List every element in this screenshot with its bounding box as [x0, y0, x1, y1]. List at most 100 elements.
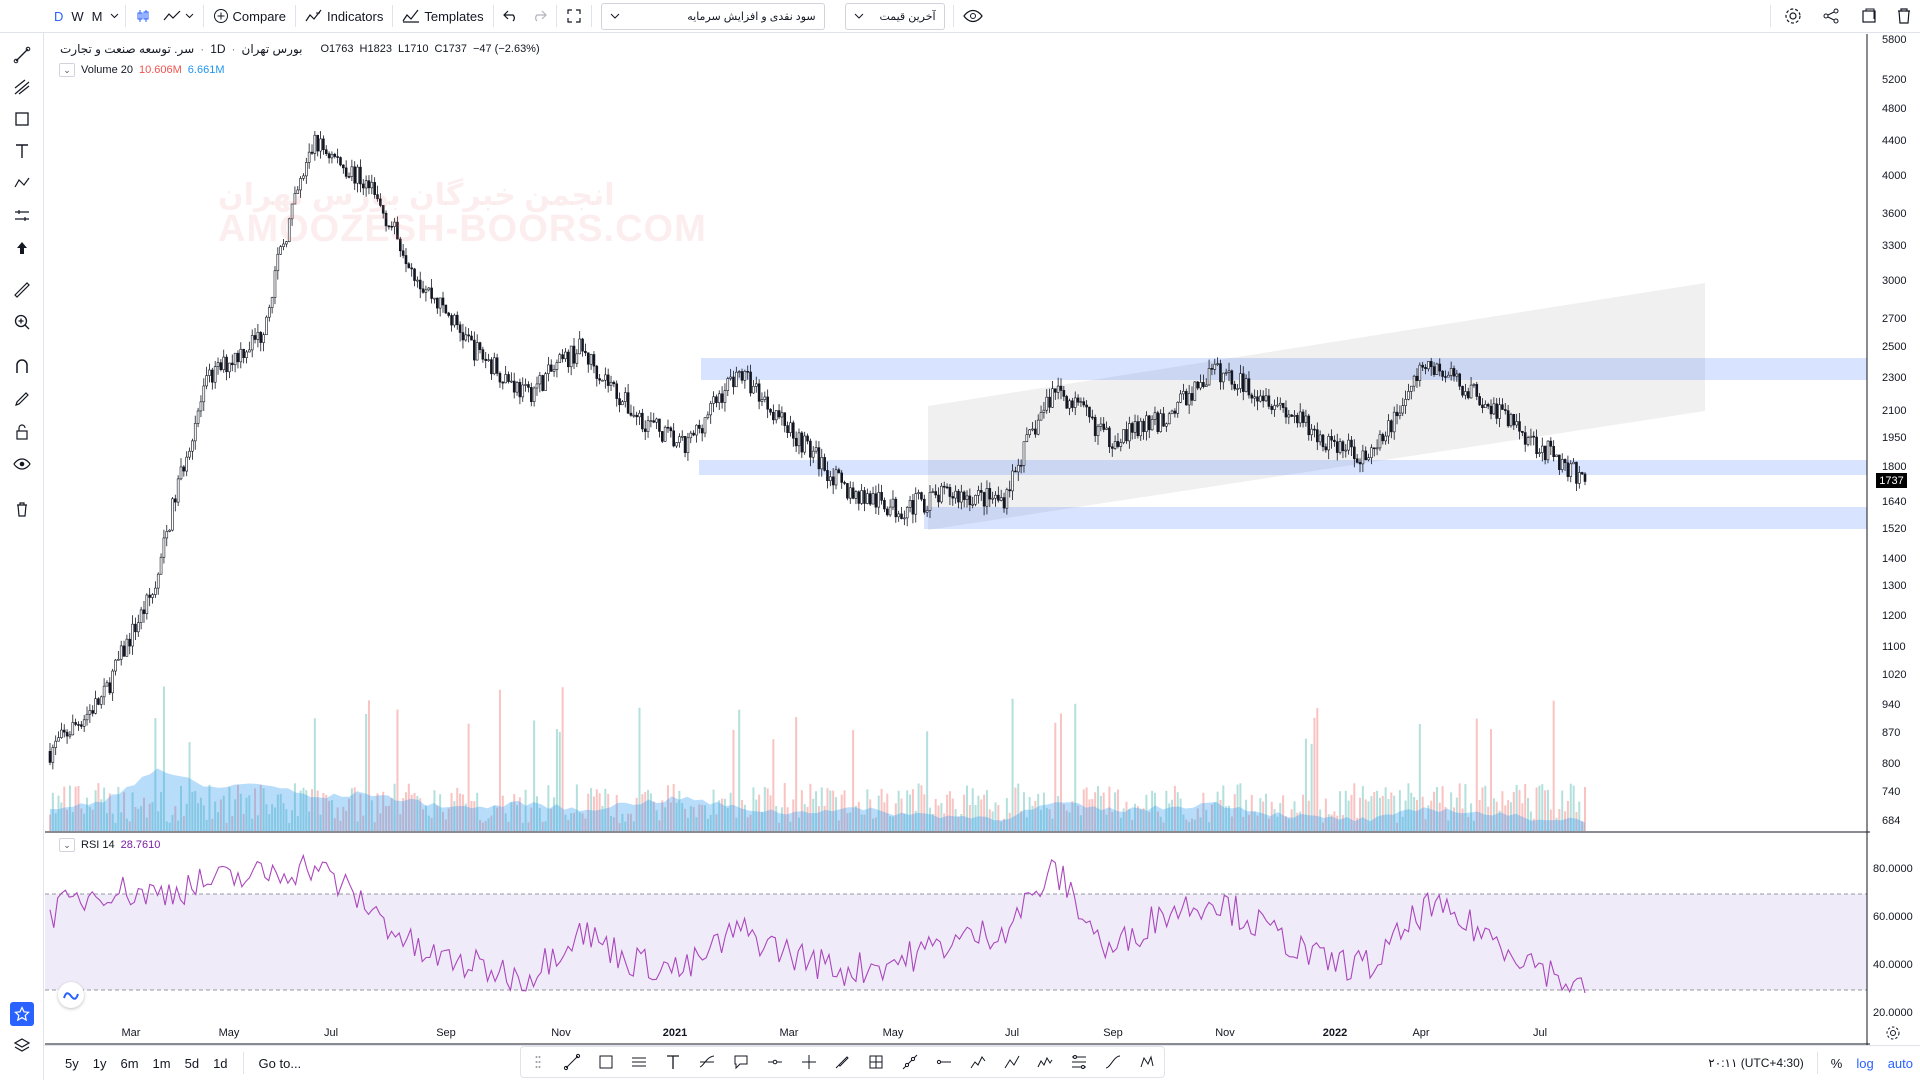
timeframe-w[interactable]: W	[71, 8, 84, 24]
indicators-button[interactable]: Indicators	[299, 3, 389, 30]
drag-handle-icon[interactable]	[527, 1051, 549, 1073]
cross-line-icon[interactable]	[798, 1051, 820, 1073]
draw-mode-icon[interactable]	[11, 388, 33, 410]
candles-icon[interactable]	[129, 3, 157, 30]
range-5y[interactable]: 5y	[65, 1055, 79, 1071]
volume-bar	[894, 803, 897, 831]
timeframe-dropdown-chevron-icon[interactable]	[107, 3, 122, 30]
fib-retracement-icon[interactable]	[1068, 1051, 1090, 1073]
candle	[464, 326, 468, 342]
collapse-chevron-icon[interactable]: ⌄	[59, 63, 75, 77]
pitchfork-icon[interactable]	[11, 76, 33, 98]
volume-bar	[760, 812, 763, 831]
zoom-in-icon[interactable]	[11, 311, 33, 333]
collapse-chevron-icon[interactable]: ⌄	[59, 838, 75, 852]
volume-bar	[1541, 784, 1544, 831]
volume-bar	[1549, 809, 1552, 831]
range-1y[interactable]: 1y	[92, 1055, 107, 1071]
volume-bar	[1276, 816, 1279, 831]
rsi-value: 28.7610	[120, 839, 161, 851]
timezone-clock[interactable]: ۲۰:۱۱ (UTC+4:30)	[1708, 1056, 1804, 1070]
candle	[729, 368, 732, 381]
curve-icon[interactable]	[1102, 1051, 1124, 1073]
rectangle-icon[interactable]	[11, 108, 33, 130]
eye-icon[interactable]	[11, 453, 33, 475]
candle	[142, 600, 146, 623]
callout-icon[interactable]	[730, 1051, 752, 1073]
candle	[618, 392, 621, 413]
candle	[703, 417, 707, 438]
candle	[1412, 374, 1416, 392]
candle	[925, 505, 929, 517]
timeframe-d[interactable]: D	[54, 8, 64, 24]
range-1d[interactable]: 1d	[213, 1055, 228, 1071]
volume-bar	[248, 795, 251, 831]
measure-icon[interactable]	[865, 1051, 887, 1073]
axis-settings-gear-icon[interactable]	[1885, 1025, 1901, 1046]
line-chart-icon[interactable]	[157, 3, 200, 30]
log-scale-toggle[interactable]: log	[1856, 1055, 1874, 1071]
volume-bar	[741, 799, 744, 831]
extended-line-icon[interactable]	[899, 1051, 921, 1073]
candle	[168, 529, 171, 533]
timeframe-m[interactable]: M	[91, 8, 103, 24]
candle	[1404, 390, 1407, 414]
dividend-adjustment-dropdown[interactable]: سود نقدی و افزایش سرمایه	[600, 2, 825, 30]
pattern-icon[interactable]	[11, 172, 33, 194]
redo-icon[interactable]	[525, 3, 553, 30]
text-icon[interactable]	[662, 1051, 684, 1073]
compare-button[interactable]: Compare	[207, 3, 292, 30]
text-icon[interactable]	[11, 140, 33, 162]
trend-line-icon[interactable]	[11, 44, 33, 66]
undo-icon[interactable]	[497, 3, 525, 30]
candle	[114, 659, 117, 676]
horizontal-ray-icon[interactable]	[764, 1051, 786, 1073]
lock-icon[interactable]	[11, 421, 33, 443]
rectangle-icon[interactable]	[595, 1051, 617, 1073]
percent-scale-toggle[interactable]: %	[1830, 1055, 1843, 1071]
wave-abc-icon[interactable]	[1001, 1051, 1023, 1073]
horizontal-line-icon[interactable]	[933, 1051, 955, 1073]
delete-icon[interactable]	[1888, 3, 1920, 30]
arrow-up-icon[interactable]	[11, 237, 33, 259]
volume-bar	[684, 808, 687, 831]
candle	[1455, 369, 1459, 382]
range-6m[interactable]: 6m	[120, 1055, 139, 1071]
candle	[900, 506, 903, 520]
candle	[820, 448, 824, 477]
volume-bar	[422, 809, 425, 831]
snapshot-icon[interactable]	[1850, 3, 1888, 30]
parallel-channel-icon[interactable]	[628, 1051, 650, 1073]
prediction-icon[interactable]	[11, 205, 33, 227]
ruler-icon[interactable]	[11, 279, 33, 301]
price-type-dropdown[interactable]: آخرین قیمت	[844, 2, 945, 30]
settings-gear-icon[interactable]	[1774, 3, 1812, 30]
chart-canvas[interactable]	[45, 34, 1870, 1045]
visibility-eye-icon[interactable]	[957, 3, 989, 30]
price-axis-label: 1200	[1882, 609, 1907, 622]
fullscreen-icon[interactable]	[560, 3, 588, 30]
magnet-icon[interactable]	[11, 355, 33, 377]
templates-button[interactable]: Templates	[396, 3, 489, 30]
favorites-star-icon[interactable]	[10, 1002, 34, 1026]
candle	[945, 483, 949, 490]
candle	[1330, 429, 1333, 449]
range-1m[interactable]: 1m	[152, 1055, 171, 1071]
symbol-name[interactable]: سر. توسعه صنعت و تجارت	[60, 42, 195, 56]
share-icon[interactable]	[1812, 3, 1850, 30]
candle	[1321, 433, 1325, 452]
pattern-xabcd-icon[interactable]	[1136, 1051, 1158, 1073]
trend-line-icon[interactable]	[561, 1051, 583, 1073]
candle	[430, 278, 433, 304]
trash-icon[interactable]	[11, 498, 33, 520]
fib-icon[interactable]	[696, 1051, 718, 1073]
brush-icon[interactable]	[831, 1051, 853, 1073]
auto-scale-toggle[interactable]: auto	[1887, 1055, 1913, 1071]
tradingview-logo-icon[interactable]	[58, 982, 84, 1008]
range-5d[interactable]: 5d	[184, 1055, 200, 1071]
candle	[529, 382, 533, 407]
goto-button[interactable]: Go to...	[258, 1055, 302, 1071]
wave-abcde-icon[interactable]	[1034, 1051, 1056, 1073]
layers-icon[interactable]	[11, 1034, 33, 1056]
wave-123-icon[interactable]	[967, 1051, 989, 1073]
